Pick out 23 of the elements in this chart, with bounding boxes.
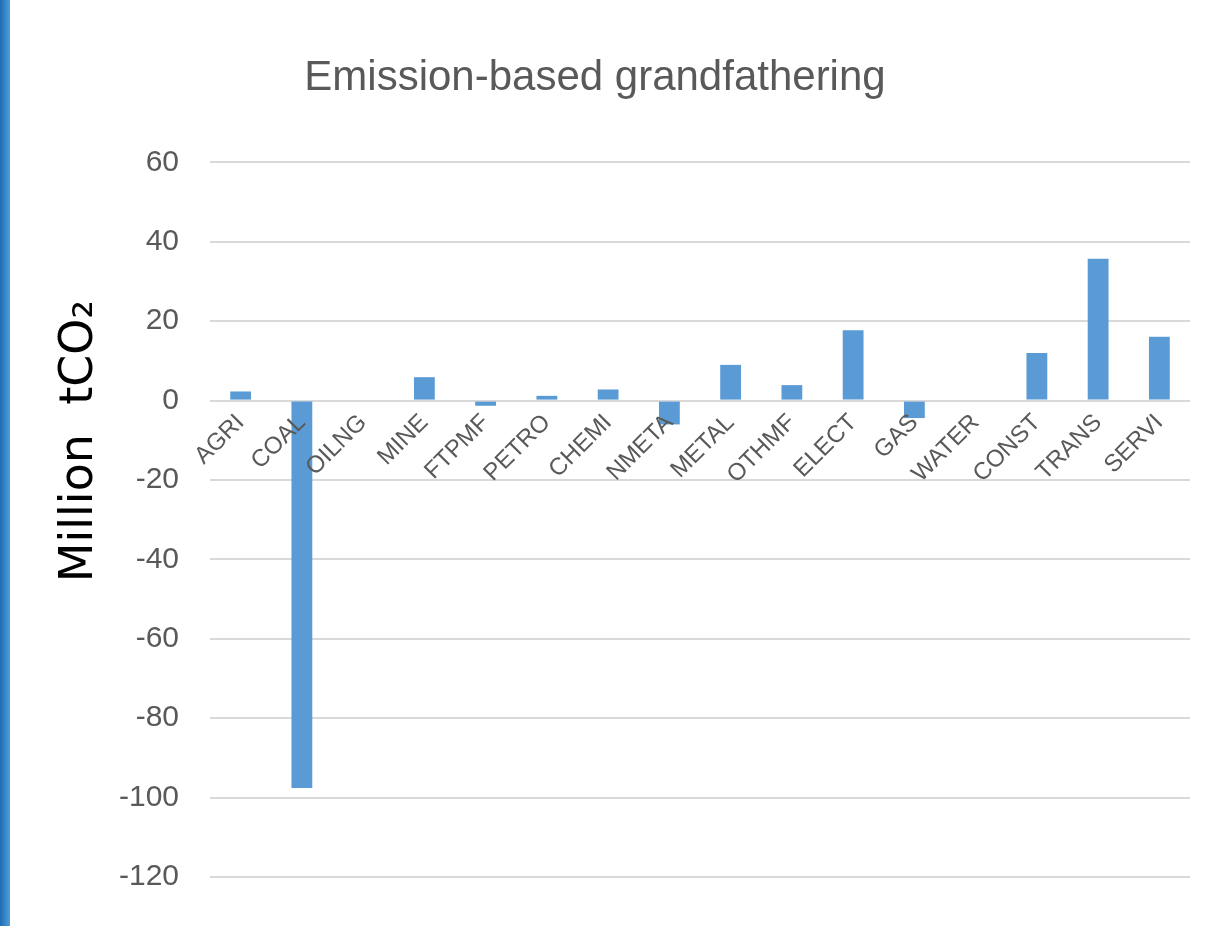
y-tick-label: 60: [145, 143, 179, 177]
chart-title: Emission-based grandfathering: [304, 51, 886, 99]
y-tick-label: -60: [135, 620, 179, 654]
y-tick-label: 40: [145, 223, 179, 257]
bar: [536, 395, 558, 400]
y-tick-label: 0: [162, 381, 179, 415]
bar: [230, 391, 252, 400]
bar: [842, 330, 864, 400]
y-tick-label: -20: [135, 461, 179, 495]
bar: [1026, 352, 1048, 400]
y-tick-label: -40: [135, 540, 179, 574]
bar: [475, 401, 497, 406]
bar: [781, 385, 803, 400]
bar: [1087, 258, 1109, 400]
bar: [720, 364, 742, 400]
bar: [413, 377, 435, 400]
y-tick-label: -80: [135, 699, 179, 733]
y-tick-label: -100: [118, 778, 179, 812]
y-tick-label: -120: [118, 858, 179, 892]
y-tick-label: 20: [145, 302, 179, 336]
bar: [1148, 336, 1170, 400]
bar: [597, 389, 619, 400]
y-axis-title: Million tCO₂: [48, 300, 103, 583]
